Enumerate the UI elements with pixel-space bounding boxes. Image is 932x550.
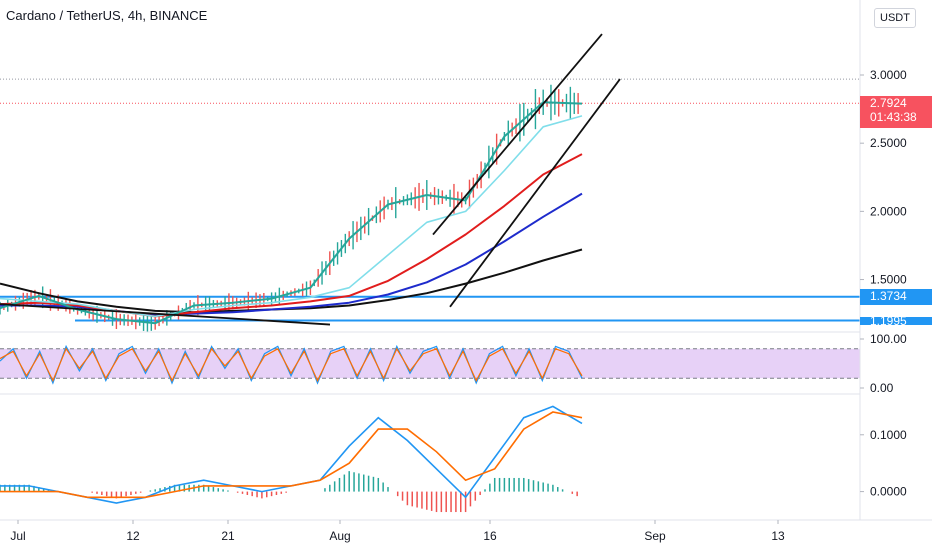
signal-line <box>0 411 583 499</box>
price-ma-mid-line <box>0 115 583 318</box>
level-low-tag: 1.1995 <box>860 316 932 325</box>
time-tick-label: 13 <box>771 529 785 543</box>
time-tick-label: 21 <box>221 529 235 543</box>
channel-lower-trendline <box>449 78 621 308</box>
stoch-tick-label: 0.00 <box>870 381 894 395</box>
macd-pane <box>0 405 583 513</box>
time-tick-label: Aug <box>329 529 350 543</box>
bar-countdown: 01:43:38 <box>870 110 917 125</box>
level-high-tag: 1.3734 <box>860 288 932 305</box>
price-ma-fast-line <box>0 101 583 325</box>
stoch-tick-label: 100.00 <box>870 332 907 346</box>
price-tick-label: 2.0000 <box>870 204 907 218</box>
chart-title: Cardano / TetherUS, 4h, BINANCE <box>6 8 208 23</box>
currency-badge[interactable]: USDT <box>874 8 916 28</box>
last-price-tag: 2.7924 01:43:38 <box>860 96 932 129</box>
macd-tick-label: 0.1000 <box>870 428 907 442</box>
stoch-band <box>0 348 860 379</box>
time-tick-label: Jul <box>10 529 25 543</box>
price-tick-label: 2.5000 <box>870 136 907 150</box>
time-tick-label: 12 <box>126 529 140 543</box>
price-tick-label: 3.0000 <box>870 68 907 82</box>
lower-trendline <box>0 303 331 326</box>
price-tick-label: 1.5000 <box>870 273 907 287</box>
time-tick-label: 16 <box>483 529 497 543</box>
stoch-rsi-pane <box>0 344 860 385</box>
time-tick-label: Sep <box>644 529 666 543</box>
channel-upper-trendline <box>432 33 603 236</box>
last-price-value: 2.7924 <box>870 96 907 111</box>
price-pane <box>0 33 860 332</box>
macd-tick-label: 0.0000 <box>870 485 907 499</box>
stoch-d-line <box>0 347 583 383</box>
